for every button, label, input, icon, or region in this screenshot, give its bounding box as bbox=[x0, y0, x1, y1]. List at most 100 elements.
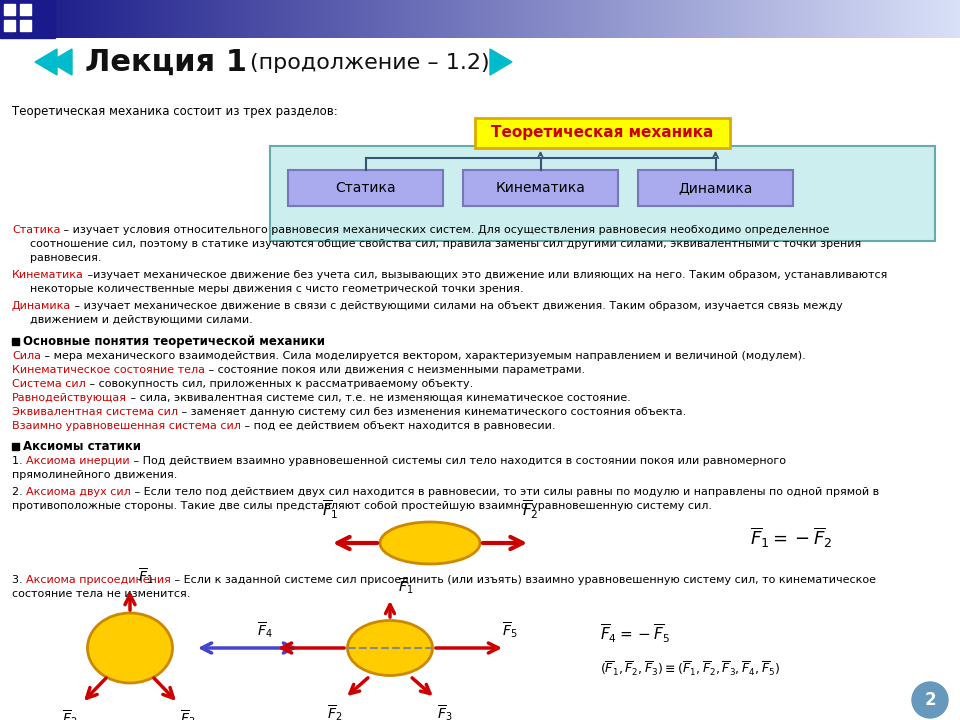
Ellipse shape bbox=[87, 613, 173, 683]
Bar bbox=[369, 0, 370, 38]
Bar bbox=[950, 0, 951, 38]
Bar bbox=[666, 0, 667, 38]
Bar bbox=[370, 0, 371, 38]
Bar bbox=[34, 0, 35, 38]
Text: – Если к заданной системе сил присоединить (или изъять) взаимно уравновешенную с: – Если к заданной системе сил присоедини… bbox=[171, 575, 876, 585]
Bar bbox=[101, 0, 102, 38]
Bar bbox=[384, 0, 385, 38]
Bar bbox=[606, 0, 607, 38]
Bar bbox=[856, 0, 857, 38]
Bar bbox=[955, 0, 956, 38]
Bar bbox=[887, 0, 888, 38]
Bar bbox=[465, 0, 466, 38]
Text: $\overline{F}_1$: $\overline{F}_1$ bbox=[138, 566, 154, 586]
Bar bbox=[620, 0, 621, 38]
Bar bbox=[161, 0, 162, 38]
Bar bbox=[720, 0, 721, 38]
Bar bbox=[99, 0, 100, 38]
Bar bbox=[876, 0, 877, 38]
Bar bbox=[859, 0, 860, 38]
Bar bbox=[391, 0, 392, 38]
Bar bbox=[500, 0, 501, 38]
Bar bbox=[800, 0, 801, 38]
Bar bbox=[179, 0, 180, 38]
Bar bbox=[264, 0, 265, 38]
Bar bbox=[819, 0, 820, 38]
Bar bbox=[957, 0, 958, 38]
Text: Эквивалентная система сил: Эквивалентная система сил bbox=[12, 407, 178, 417]
Bar bbox=[494, 0, 495, 38]
Bar bbox=[639, 0, 640, 38]
Bar bbox=[590, 0, 591, 38]
Bar bbox=[235, 0, 236, 38]
Bar bbox=[241, 0, 242, 38]
Bar bbox=[656, 0, 657, 38]
Bar bbox=[823, 0, 824, 38]
Bar bbox=[293, 0, 294, 38]
Bar bbox=[602, 0, 603, 38]
Bar bbox=[632, 0, 633, 38]
Bar bbox=[502, 0, 503, 38]
Bar bbox=[269, 0, 270, 38]
Bar bbox=[540, 0, 541, 38]
Text: Аксиома инерции: Аксиома инерции bbox=[26, 456, 130, 466]
Bar bbox=[331, 0, 332, 38]
Bar bbox=[93, 0, 94, 38]
Bar bbox=[201, 0, 202, 38]
Bar bbox=[400, 0, 401, 38]
Bar bbox=[736, 0, 737, 38]
Bar bbox=[472, 0, 473, 38]
Bar bbox=[672, 0, 673, 38]
Bar bbox=[276, 0, 277, 38]
Bar bbox=[180, 0, 181, 38]
Bar bbox=[537, 0, 538, 38]
Bar bbox=[783, 0, 784, 38]
Bar bbox=[37, 0, 38, 38]
Bar bbox=[919, 0, 920, 38]
Bar bbox=[816, 0, 817, 38]
Bar bbox=[495, 0, 496, 38]
Bar bbox=[849, 0, 850, 38]
Bar bbox=[532, 0, 533, 38]
Bar bbox=[441, 0, 442, 38]
Bar bbox=[903, 0, 904, 38]
Bar bbox=[422, 0, 423, 38]
Bar bbox=[657, 0, 658, 38]
Bar bbox=[359, 0, 360, 38]
Bar bbox=[889, 0, 890, 38]
Bar bbox=[933, 0, 934, 38]
Bar bbox=[774, 0, 775, 38]
Bar bbox=[196, 0, 197, 38]
Bar bbox=[343, 0, 344, 38]
Bar bbox=[589, 0, 590, 38]
Bar bbox=[880, 0, 881, 38]
Bar bbox=[41, 0, 42, 38]
Bar bbox=[874, 0, 875, 38]
Bar bbox=[676, 0, 677, 38]
Bar bbox=[619, 0, 620, 38]
Bar bbox=[395, 0, 396, 38]
Bar bbox=[342, 0, 343, 38]
Bar bbox=[3, 0, 4, 38]
Bar bbox=[470, 0, 471, 38]
Bar bbox=[581, 0, 582, 38]
Bar bbox=[822, 0, 823, 38]
Text: (продолжение – 1.2): (продолжение – 1.2) bbox=[250, 53, 490, 73]
Bar bbox=[226, 0, 227, 38]
Bar bbox=[423, 0, 424, 38]
Text: Кинематическое состояние тела: Кинематическое состояние тела bbox=[12, 365, 205, 375]
Bar bbox=[283, 0, 284, 38]
Bar bbox=[768, 0, 769, 38]
Bar bbox=[608, 0, 609, 38]
Bar bbox=[272, 0, 273, 38]
Bar bbox=[419, 0, 420, 38]
Bar bbox=[738, 0, 739, 38]
Bar bbox=[539, 0, 540, 38]
Bar bbox=[568, 0, 569, 38]
Bar bbox=[815, 0, 816, 38]
Bar bbox=[604, 0, 605, 38]
Bar bbox=[10, 0, 11, 38]
Bar bbox=[229, 0, 230, 38]
Bar bbox=[526, 0, 527, 38]
Bar bbox=[538, 0, 539, 38]
